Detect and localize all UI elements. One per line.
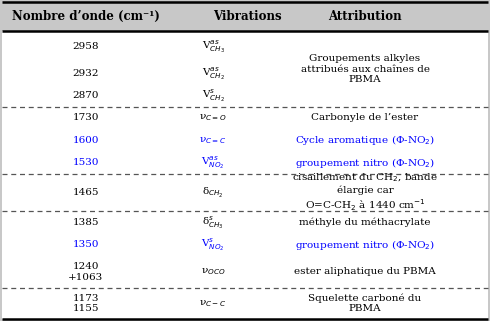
Text: V$^{as}_{CH_2}$: V$^{as}_{CH_2}$ [202,65,224,82]
Text: cisaillement du CH$_2$, bande
élargie car
O=C-CH$_2$ à 1440 cm$^{-1}$: cisaillement du CH$_2$, bande élargie ca… [292,172,438,213]
Text: 1240
+1063: 1240 +1063 [68,262,103,282]
Text: 2932: 2932 [73,69,99,78]
Text: Carbonyle de l’ester: Carbonyle de l’ester [312,114,418,123]
Text: V$^{s}_{CH_2}$: V$^{s}_{CH_2}$ [202,87,224,104]
Text: ester aliphatique du PBMA: ester aliphatique du PBMA [294,267,436,276]
Text: 2870: 2870 [73,91,99,100]
Text: ν$_{C=O}$: ν$_{C=O}$ [199,113,227,123]
Text: 1465: 1465 [73,188,99,197]
Text: V$^{as}_{NO_2}$: V$^{as}_{NO_2}$ [201,154,225,171]
Text: ν$_{OCO}$: ν$_{OCO}$ [201,266,225,277]
Text: Attribution: Attribution [328,10,402,23]
Text: ν$_{C-C}$: ν$_{C-C}$ [199,298,227,309]
FancyBboxPatch shape [2,2,488,31]
Text: Vibrations: Vibrations [213,10,282,23]
Text: groupement nitro (Φ-NO$_2$): groupement nitro (Φ-NO$_2$) [295,156,435,170]
Text: 1173
1155: 1173 1155 [73,294,99,313]
Text: 1530: 1530 [73,158,99,167]
Text: Cycle aromatique (Φ-NO$_2$): Cycle aromatique (Φ-NO$_2$) [295,133,435,147]
Text: V$^{as}_{CH_3}$: V$^{as}_{CH_3}$ [201,39,225,55]
Text: 1600: 1600 [73,136,99,145]
Text: Nombre d’onde (cm⁻¹): Nombre d’onde (cm⁻¹) [12,10,160,23]
Text: Groupements alkyles
attribués aux chaînes de
PBMA: Groupements alkyles attribués aux chaîne… [300,54,430,84]
Text: 1350: 1350 [73,240,99,249]
Text: δ$_{CH_2}$: δ$_{CH_2}$ [202,186,224,200]
Text: V$^{s}_{NO_2}$: V$^{s}_{NO_2}$ [201,237,225,253]
FancyBboxPatch shape [2,2,488,319]
Text: 2958: 2958 [73,42,99,51]
Text: δ$^{s}_{CH_3}$: δ$^{s}_{CH_3}$ [202,214,224,231]
Text: 1385: 1385 [73,218,99,227]
Text: 1730: 1730 [73,114,99,123]
Text: Squelette carboné du
PBMA: Squelette carboné du PBMA [309,294,421,314]
Text: méthyle du méthacrylate: méthyle du méthacrylate [299,218,431,227]
Text: ν$_{C=C}$: ν$_{C=C}$ [199,135,227,146]
Text: groupement nitro (Φ-NO$_2$): groupement nitro (Φ-NO$_2$) [295,238,435,252]
